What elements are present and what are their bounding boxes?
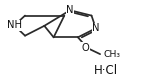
Text: N: N (66, 5, 74, 15)
Text: H·Cl: H·Cl (94, 64, 118, 77)
Text: O: O (82, 43, 89, 53)
Text: N: N (92, 23, 100, 33)
Text: CH₃: CH₃ (104, 50, 121, 59)
Text: NH: NH (7, 20, 22, 30)
